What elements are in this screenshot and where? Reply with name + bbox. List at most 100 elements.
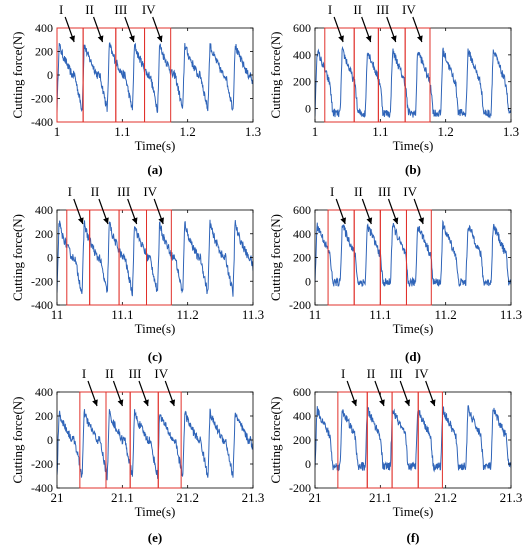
segment-box xyxy=(405,209,432,306)
y-tick-label: 600 xyxy=(293,21,311,35)
y-axis-label: Cutting force(N) xyxy=(268,396,283,483)
segment-arrowhead xyxy=(366,217,373,224)
segment-arrowhead xyxy=(418,217,424,224)
y-tick-label: 0 xyxy=(47,251,53,265)
segment-label: IV xyxy=(143,184,157,199)
segment-label: IV xyxy=(415,366,429,381)
x-tick-label: 21.1 xyxy=(369,490,392,505)
segment-arrowhead xyxy=(429,399,436,406)
segment-label: II xyxy=(85,2,94,17)
segment-label: I xyxy=(341,366,345,381)
segment-box xyxy=(56,27,84,123)
segment-label: I xyxy=(328,2,332,17)
chart-panel-c: 11 11.1 11.2 11.3 400 200 0 -200 -400 Time(s) Cutt… xyxy=(10,184,264,364)
segment-box xyxy=(89,209,120,306)
x-axis-label: Time(s) xyxy=(393,321,434,336)
segment-label: III xyxy=(129,366,142,381)
segment-arrowhead xyxy=(351,399,357,406)
segment-arrowhead xyxy=(404,399,411,406)
x-tick-label: 1 xyxy=(312,124,319,139)
segment-label: II xyxy=(367,366,376,381)
y-tick-label: 200 xyxy=(293,251,311,265)
segment-box xyxy=(144,27,172,123)
segment-arrowhead xyxy=(390,35,397,42)
x-axis-label: Time(s) xyxy=(393,504,434,519)
y-tick-label: 200 xyxy=(35,409,53,423)
segment-arrowhead xyxy=(379,399,385,406)
y-axis-label: Cutting force(N) xyxy=(10,214,25,301)
x-tick-label: 11.1 xyxy=(111,307,133,322)
chart-panel-f: 21 21.1 21.2 21.3 600 400 200 0 -200 Time(s) Cutti… xyxy=(268,366,522,545)
x-tick-label: 1 xyxy=(54,124,61,139)
x-tick-label: 1.2 xyxy=(438,124,454,139)
segment-box xyxy=(324,27,355,123)
segment-label: III xyxy=(390,366,403,381)
x-tick-label: 11.3 xyxy=(500,307,522,322)
segment-arrowhead xyxy=(131,217,138,224)
panel-label: (d) xyxy=(405,349,421,364)
segment-arrowhead xyxy=(97,35,104,42)
segment-label: II xyxy=(354,184,363,199)
segment-label: IV xyxy=(154,366,168,381)
panel-label: (e) xyxy=(148,530,162,545)
cutting-force-series xyxy=(315,405,511,473)
y-axis-label: Cutting force(N) xyxy=(268,214,283,301)
plot-frame xyxy=(314,27,512,123)
x-tick-label: 11.2 xyxy=(177,307,199,322)
panel-label: (f) xyxy=(407,530,420,545)
segment-box xyxy=(353,209,381,306)
y-tick-label: 0 xyxy=(305,274,311,288)
panel-label: (a) xyxy=(147,162,162,177)
x-tick-label: 11.3 xyxy=(242,307,264,322)
y-tick-label: 600 xyxy=(293,203,311,217)
x-tick-label: 21.2 xyxy=(434,490,457,505)
x-tick-label: 21.2 xyxy=(176,490,199,505)
chart-panel-e: 21 21.1 21.2 21.3 400 200 0 -200 -400 Time(s) Cutt… xyxy=(10,366,264,545)
cutting-force-series xyxy=(57,408,253,481)
segment-arrowhead xyxy=(416,35,423,42)
segment-arrowhead xyxy=(129,35,135,42)
segment-label: I xyxy=(82,366,86,381)
y-tick-label: 0 xyxy=(305,457,311,471)
y-tick-label: -200 xyxy=(31,274,53,288)
x-tick-label: 1.3 xyxy=(245,124,261,139)
segment-label: I xyxy=(68,184,72,199)
y-tick-label: 400 xyxy=(293,227,311,241)
x-axis-label: Time(s) xyxy=(135,321,176,336)
x-tick-label: 11.1 xyxy=(369,307,391,322)
x-tick-label: 21.3 xyxy=(500,490,523,505)
segment-arrowhead xyxy=(340,217,347,224)
segment-label: II xyxy=(353,2,362,17)
segment-label: IV xyxy=(142,2,156,17)
x-tick-label: 1.3 xyxy=(503,124,519,139)
segment-label: III xyxy=(378,184,391,199)
y-tick-label: 0 xyxy=(305,102,311,116)
x-tick-label: 21 xyxy=(309,490,322,505)
cutting-force-series xyxy=(315,45,511,119)
segment-box xyxy=(366,391,393,489)
y-tick-label: 200 xyxy=(293,433,311,447)
y-tick-label: -400 xyxy=(31,298,53,312)
y-axis-label: Cutting force(N) xyxy=(10,31,25,118)
x-axis-label: Time(s) xyxy=(393,138,434,153)
cutting-force-series xyxy=(315,219,511,288)
segment-arrowhead xyxy=(365,35,372,42)
segment-arrowhead xyxy=(69,35,75,42)
y-tick-label: -200 xyxy=(31,457,53,471)
segment-box xyxy=(404,27,431,123)
x-tick-label: 1.1 xyxy=(114,124,130,139)
segment-box xyxy=(115,27,146,123)
x-tick-label: 1.1 xyxy=(372,124,388,139)
y-tick-label: -200 xyxy=(289,481,311,495)
segment-arrowhead xyxy=(92,399,98,406)
segment-label: I xyxy=(59,2,63,17)
y-tick-label: 600 xyxy=(293,385,311,399)
x-tick-label: 11 xyxy=(309,307,322,322)
segment-box xyxy=(146,209,172,306)
x-axis-label: Time(s) xyxy=(135,504,176,519)
y-tick-label: -400 xyxy=(31,481,53,495)
segment-arrowhead xyxy=(158,217,164,224)
segment-arrowhead xyxy=(392,217,399,224)
segment-label: II xyxy=(91,184,100,199)
